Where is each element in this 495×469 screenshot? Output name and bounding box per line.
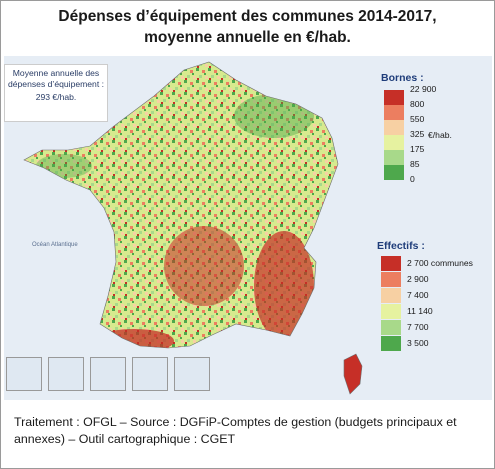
legend-effectifs-swatch bbox=[381, 320, 401, 335]
source-footer: Traitement : OFGL – Source : DGFiP-Compt… bbox=[14, 415, 457, 446]
title-line-1: Dépenses d’équipement des communes 2014-… bbox=[58, 8, 437, 25]
legend-bornes-tick: 800 bbox=[410, 99, 425, 109]
legend-bornes-tick: 85 bbox=[410, 159, 420, 169]
title-line-2: moyenne annuelle en €/hab. bbox=[144, 29, 351, 46]
legend-bornes-tick: 22 900 bbox=[410, 84, 437, 94]
legend-effectifs-swatch bbox=[381, 304, 401, 319]
france-map bbox=[23, 61, 363, 395]
legend-bornes-swatch bbox=[384, 120, 404, 135]
legend-effectifs-title: Effectifs : bbox=[377, 240, 425, 252]
legend-bornes-tick: 325 bbox=[410, 129, 425, 139]
legend-effectifs-label: 2 900 bbox=[407, 274, 429, 284]
inset-mayotte bbox=[174, 357, 210, 391]
map-title: Dépenses d’équipement des communes 2014-… bbox=[0, 6, 495, 48]
average-value: 293 €/hab. bbox=[35, 92, 77, 102]
legend-bornes-swatch bbox=[384, 135, 404, 150]
average-line-2: dépenses d’équipement : bbox=[7, 79, 105, 89]
legend-bornes-swatch bbox=[384, 150, 404, 165]
legend-bornes-swatch bbox=[384, 90, 404, 105]
legend-effectifs-label: 11 140 bbox=[407, 306, 433, 316]
average-box: Moyenne annuelle des dépenses d’équipeme… bbox=[4, 64, 108, 122]
legend-bornes-swatch bbox=[384, 165, 404, 180]
legend-bornes-unit: €/hab. bbox=[428, 130, 452, 140]
inset-martinique bbox=[48, 357, 84, 391]
average-line-1: Moyenne annuelle des bbox=[12, 68, 100, 78]
inset-reunion bbox=[132, 357, 168, 391]
legend-effectifs-swatch bbox=[381, 256, 401, 271]
legend-effectifs-label: 7 700 bbox=[407, 322, 429, 332]
corsica-shape bbox=[343, 353, 363, 395]
legend-bornes-tick: 0 bbox=[410, 174, 415, 184]
legend-bornes-tick: 175 bbox=[410, 144, 425, 154]
legend-effectifs-swatch bbox=[381, 336, 401, 351]
legend-bornes-tick: 550 bbox=[410, 114, 425, 124]
legend-effectifs-swatch bbox=[381, 272, 401, 287]
legend-effectifs-swatch bbox=[381, 288, 401, 303]
legend-bornes-swatch bbox=[384, 105, 404, 120]
ocean-label: Océan Atlantique bbox=[32, 242, 78, 248]
legend-effectifs-label: 2 700 communes bbox=[407, 258, 473, 268]
legend-effectifs-label: 7 400 bbox=[407, 290, 429, 300]
inset-guyane bbox=[90, 357, 126, 391]
legend-effectifs-label: 3 500 bbox=[407, 338, 429, 348]
legend-bornes-title: Bornes : bbox=[381, 72, 424, 84]
inset-guadeloupe bbox=[6, 357, 42, 391]
